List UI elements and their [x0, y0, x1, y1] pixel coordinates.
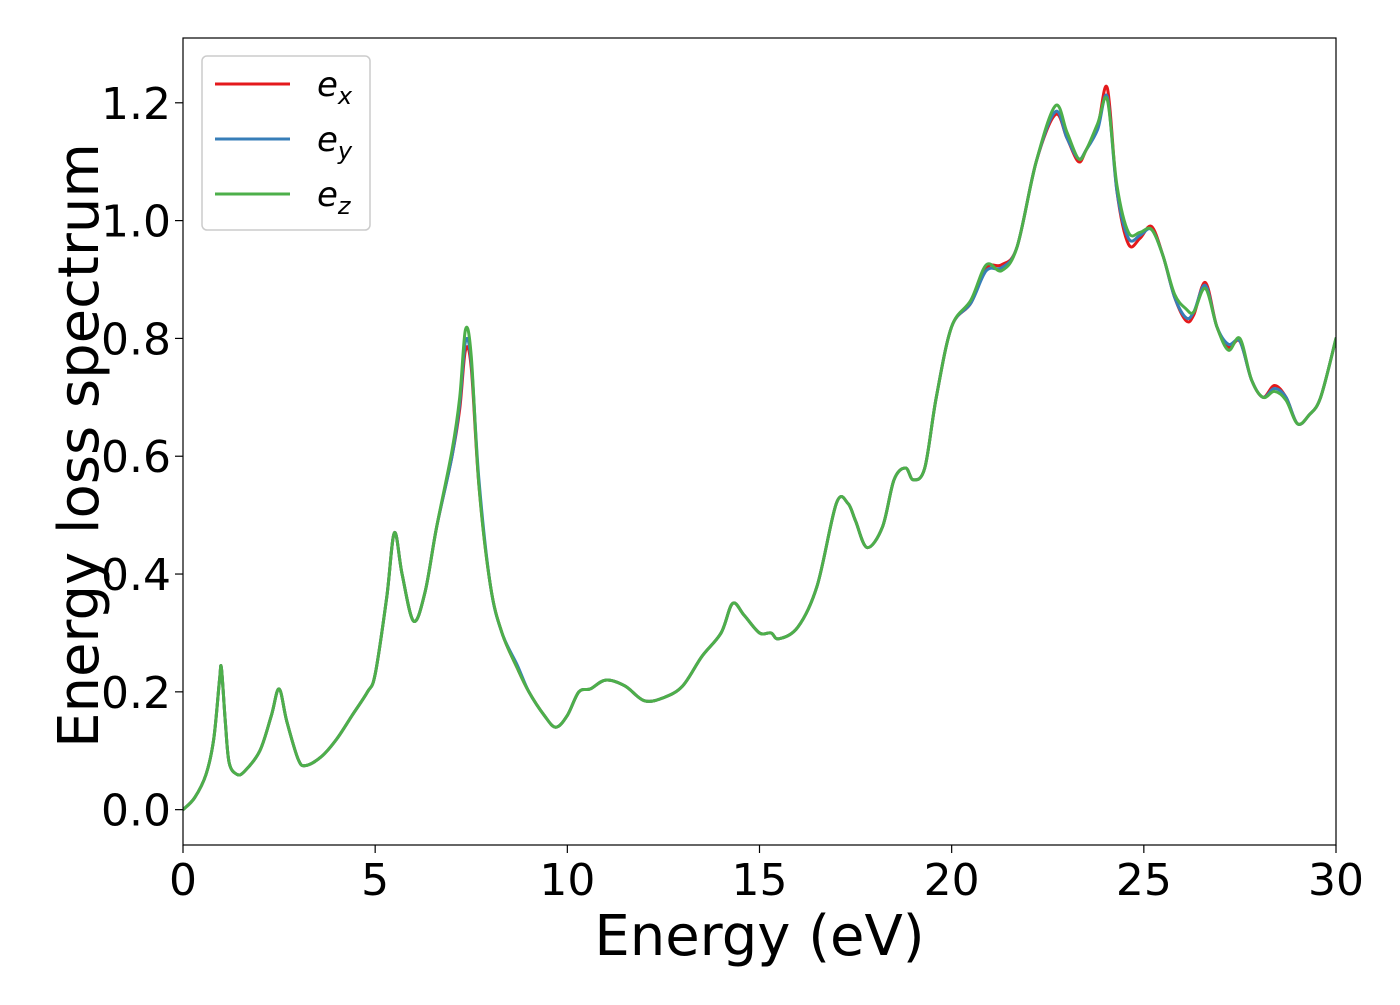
- y-tick-label: 0.0: [101, 786, 171, 837]
- tick-layer: 0 5 10 15 20 25 30 0.0 0.2 0.4 0.6 0.8 1.0 1.2: [101, 79, 1364, 906]
- x-axis-title: Energy (eV): [594, 904, 924, 969]
- y-tick-label: 0.8: [101, 314, 171, 365]
- x-tick-label: 0: [169, 855, 197, 906]
- x-tick-label: 5: [361, 855, 389, 906]
- y-axis-title: Energy loss spectrum: [47, 143, 112, 748]
- legend-frame: [201, 55, 371, 231]
- y-tick-label: 0.2: [101, 668, 171, 719]
- y-tick-label: 0.6: [101, 432, 171, 483]
- x-tick-label: 25: [1116, 855, 1172, 906]
- x-tick-label: 20: [924, 855, 980, 906]
- series-line-e-z: [183, 96, 1336, 812]
- x-tick-label: 30: [1308, 855, 1364, 906]
- x-tick-label: 15: [732, 855, 788, 906]
- y-tick-label: 0.4: [101, 550, 171, 601]
- series-layer: [183, 84, 1336, 812]
- y-tick-label: 1.2: [101, 79, 171, 130]
- y-tick-label: 1.0: [101, 197, 171, 248]
- x-tick-label: 10: [539, 855, 595, 906]
